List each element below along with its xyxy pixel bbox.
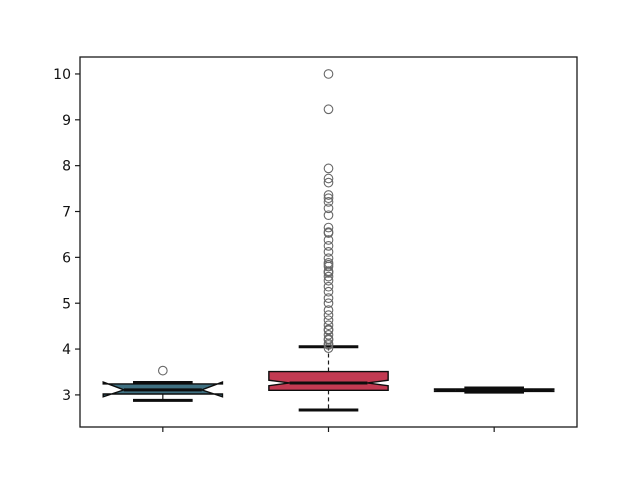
outlier-point — [323, 203, 334, 214]
y-axis: 3 4 5 6 7 8 9 10 — [53, 67, 80, 404]
outlier-point — [323, 310, 334, 320]
outlier-point — [323, 104, 334, 115]
outlier-point — [323, 298, 334, 309]
outlier-point — [323, 315, 334, 326]
outlier-point — [323, 271, 334, 282]
outlier-point — [323, 222, 334, 233]
outlier-point — [323, 305, 334, 315]
outlier-point — [323, 247, 334, 257]
outlier-point — [323, 275, 334, 286]
y-tick-label: 3 — [62, 388, 71, 404]
outlier-point — [323, 293, 334, 304]
outlier-point — [323, 281, 334, 292]
outlier-point — [323, 268, 334, 278]
y-tick-label: 10 — [53, 67, 71, 83]
outlier-point — [323, 177, 334, 188]
outlier-point — [323, 173, 334, 184]
box-3 — [433, 386, 555, 394]
y-tick-label: 9 — [62, 113, 71, 129]
box-body — [268, 370, 389, 392]
outlier-point — [323, 320, 334, 331]
box-2 — [268, 69, 389, 412]
y-tick-label: 8 — [62, 159, 71, 175]
y-tick-label: 5 — [62, 296, 71, 312]
outlier-point — [323, 343, 334, 353]
outlier-point — [323, 69, 334, 79]
outlier-point — [323, 197, 334, 207]
outlier-point — [323, 235, 334, 245]
box-1 — [102, 365, 224, 402]
y-tick-label: 4 — [62, 342, 71, 358]
outlier-point — [157, 365, 168, 376]
outlier-point — [323, 286, 334, 297]
outlier-point — [323, 193, 334, 204]
outlier-point — [323, 340, 334, 350]
outlier-point — [323, 241, 334, 251]
y-tick-label: 7 — [62, 205, 71, 221]
outlier-point — [323, 163, 334, 174]
y-tick-label: 6 — [62, 250, 71, 266]
outlier-point — [323, 210, 334, 221]
outlier-point — [323, 261, 334, 272]
x-axis — [162, 427, 495, 432]
outlier-point — [323, 228, 334, 238]
outlier-point — [323, 190, 334, 200]
